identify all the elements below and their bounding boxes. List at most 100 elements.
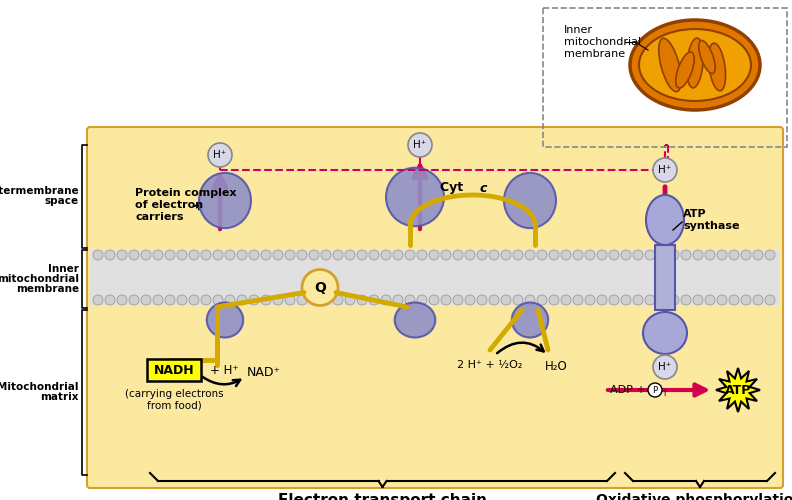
Circle shape — [465, 295, 475, 305]
Circle shape — [693, 295, 703, 305]
Circle shape — [573, 295, 583, 305]
Circle shape — [681, 295, 691, 305]
Circle shape — [693, 250, 703, 260]
Circle shape — [381, 295, 391, 305]
Ellipse shape — [207, 302, 243, 338]
Circle shape — [513, 295, 523, 305]
Circle shape — [645, 295, 655, 305]
Circle shape — [249, 250, 259, 260]
Circle shape — [477, 250, 487, 260]
Circle shape — [585, 250, 595, 260]
Circle shape — [729, 295, 739, 305]
Circle shape — [657, 250, 667, 260]
Circle shape — [208, 143, 232, 167]
Circle shape — [237, 295, 247, 305]
Circle shape — [609, 250, 619, 260]
Circle shape — [177, 295, 187, 305]
Circle shape — [357, 295, 367, 305]
Ellipse shape — [659, 38, 681, 92]
Circle shape — [597, 295, 607, 305]
Circle shape — [285, 250, 295, 260]
Text: Inner: Inner — [48, 264, 79, 274]
Circle shape — [417, 250, 427, 260]
Circle shape — [345, 295, 355, 305]
FancyBboxPatch shape — [147, 359, 201, 381]
Circle shape — [302, 270, 338, 306]
Text: H⁺: H⁺ — [658, 362, 672, 372]
Circle shape — [561, 250, 571, 260]
Circle shape — [525, 250, 535, 260]
Circle shape — [321, 250, 331, 260]
Circle shape — [129, 250, 139, 260]
Text: ATP
synthase: ATP synthase — [683, 209, 740, 231]
Circle shape — [429, 250, 439, 260]
Text: 2 H⁺ + ½O₂: 2 H⁺ + ½O₂ — [457, 360, 523, 370]
Circle shape — [465, 250, 475, 260]
Circle shape — [297, 295, 307, 305]
Text: membrane: membrane — [16, 284, 79, 294]
Circle shape — [285, 295, 295, 305]
Circle shape — [573, 250, 583, 260]
Circle shape — [177, 250, 187, 260]
Circle shape — [165, 250, 175, 260]
Circle shape — [261, 250, 271, 260]
Ellipse shape — [386, 168, 444, 226]
Circle shape — [141, 250, 151, 260]
Circle shape — [408, 133, 432, 157]
Circle shape — [117, 250, 127, 260]
Ellipse shape — [646, 195, 684, 245]
Circle shape — [653, 355, 677, 379]
Ellipse shape — [512, 302, 548, 338]
Circle shape — [753, 250, 763, 260]
Text: membrane: membrane — [564, 49, 625, 59]
Circle shape — [453, 250, 463, 260]
Circle shape — [477, 295, 487, 305]
Circle shape — [309, 250, 319, 260]
Circle shape — [369, 250, 379, 260]
Ellipse shape — [504, 173, 556, 228]
Circle shape — [153, 250, 163, 260]
Circle shape — [405, 250, 415, 260]
Text: ATP: ATP — [725, 384, 751, 396]
Circle shape — [369, 295, 379, 305]
Circle shape — [201, 295, 211, 305]
Circle shape — [105, 250, 115, 260]
Bar — [655, 245, 675, 310]
Ellipse shape — [639, 29, 751, 101]
Text: Protein complex
of electron
carriers: Protein complex of electron carriers — [135, 188, 237, 222]
Ellipse shape — [699, 40, 715, 74]
Circle shape — [105, 295, 115, 305]
Circle shape — [741, 250, 751, 260]
Circle shape — [357, 250, 367, 260]
Circle shape — [621, 295, 631, 305]
Circle shape — [93, 250, 103, 260]
Ellipse shape — [708, 43, 725, 91]
Circle shape — [753, 295, 763, 305]
Text: P: P — [653, 386, 657, 395]
Text: c: c — [480, 182, 487, 194]
Circle shape — [501, 295, 511, 305]
Text: H⁺: H⁺ — [413, 140, 427, 150]
Circle shape — [525, 295, 535, 305]
Circle shape — [93, 295, 103, 305]
Text: Cyt: Cyt — [440, 182, 467, 194]
Text: Intermembrane: Intermembrane — [0, 186, 79, 196]
Circle shape — [681, 250, 691, 260]
Circle shape — [621, 250, 631, 260]
Circle shape — [261, 295, 271, 305]
Ellipse shape — [630, 20, 760, 110]
Circle shape — [705, 250, 715, 260]
Text: Electron transport chain: Electron transport chain — [278, 493, 487, 500]
Circle shape — [561, 295, 571, 305]
Circle shape — [189, 250, 199, 260]
Circle shape — [225, 295, 235, 305]
Circle shape — [321, 295, 331, 305]
Text: Mitochondrial: Mitochondrial — [0, 382, 79, 392]
Bar — [90, 250, 780, 305]
Text: matrix: matrix — [40, 392, 79, 402]
Text: NAD⁺: NAD⁺ — [247, 366, 281, 378]
Circle shape — [141, 295, 151, 305]
Circle shape — [117, 295, 127, 305]
Text: mitochondrial: mitochondrial — [564, 37, 642, 47]
Circle shape — [273, 295, 283, 305]
